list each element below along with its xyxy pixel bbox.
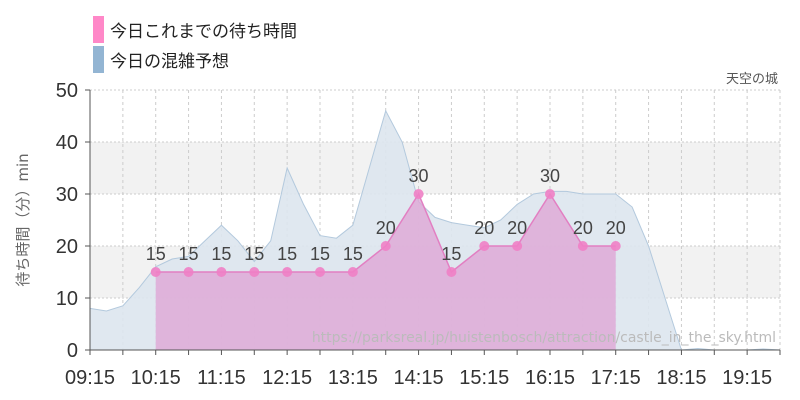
data-point — [249, 267, 260, 277]
data-point — [479, 241, 490, 251]
legend-label-actual: 今日これまでの待ち時間 — [110, 21, 297, 42]
data-point — [577, 241, 588, 251]
x-tick-label: 10:15 — [131, 367, 181, 389]
legend-label-forecast: 今日の混雑予想 — [110, 51, 229, 72]
data-label: 30 — [540, 166, 560, 186]
x-tick-label: 18:15 — [656, 367, 706, 389]
data-label: 15 — [310, 244, 330, 264]
data-label: 20 — [376, 218, 396, 238]
actual-area — [155, 194, 616, 350]
y-tick-label: 0 — [67, 340, 78, 362]
legend: 今日これまでの待ち時間 今日の混雑予想 — [93, 14, 297, 74]
data-label: 15 — [146, 244, 166, 264]
x-tick-label: 17:15 — [591, 367, 641, 389]
data-label: 15 — [244, 244, 264, 264]
y-tick-label: 50 — [56, 80, 78, 102]
data-point — [315, 267, 325, 277]
data-point — [446, 267, 457, 277]
source-url: https://parksreal.jp/huistenbosch/attrac… — [312, 330, 776, 346]
y-tick-label: 30 — [56, 184, 78, 206]
data-label: 20 — [507, 218, 527, 238]
forecast-line — [89, 109, 781, 351]
x-tick-label: 19:15 — [722, 367, 772, 389]
data-point — [380, 241, 391, 251]
data-label: 15 — [179, 244, 199, 264]
x-tick-label: 14:15 — [394, 367, 444, 389]
data-label: 20 — [474, 218, 494, 238]
data-point — [512, 241, 523, 251]
data-point — [413, 189, 424, 199]
data-label: 20 — [606, 218, 626, 238]
y-tick-label: 40 — [56, 132, 78, 154]
x-tick-label: 09:15 — [65, 367, 115, 389]
data-label: 15 — [211, 244, 231, 264]
x-tick-label: 12:15 — [262, 367, 312, 389]
y-tick-labels: 0 10 20 30 40 50 — [56, 80, 90, 362]
data-point — [150, 267, 161, 277]
y-axis-label: 待ち時間（分）min — [14, 153, 32, 286]
data-label: 15 — [277, 244, 297, 264]
data-label: 15 — [343, 244, 363, 264]
data-label: 15 — [441, 244, 461, 264]
data-label: 20 — [573, 218, 593, 238]
data-point — [347, 267, 358, 277]
data-point — [183, 267, 194, 277]
x-tick-label: 16:15 — [525, 367, 575, 389]
legend-swatch-forecast — [93, 45, 104, 73]
legend-item-forecast[interactable]: 今日の混雑予想 — [93, 44, 297, 74]
x-tick-label: 11:15 — [197, 367, 246, 389]
attraction-name: 天空の城 — [726, 72, 778, 87]
y-tick-label: 10 — [56, 288, 78, 310]
data-point — [610, 241, 621, 251]
data-point — [545, 189, 555, 199]
legend-item-actual[interactable]: 今日これまでの待ち時間 — [93, 14, 297, 44]
data-label: 30 — [409, 166, 429, 186]
data-point — [216, 267, 227, 277]
actual-series: 15 15 15 15 15 15 15 20 30 15 20 20 30 20 20 — [146, 166, 626, 350]
axes — [89, 90, 780, 351]
x-tick-labels: 09:15 10:15 11:15 12:15 13:15 14:15 15:15 16:15… — [65, 350, 781, 389]
legend-swatch-actual — [93, 15, 104, 43]
y-tick-label: 20 — [56, 236, 78, 258]
x-tick-label: 13:15 — [328, 367, 378, 389]
grid-band — [90, 142, 780, 194]
data-point — [282, 267, 293, 277]
x-tick-label: 15:15 — [459, 367, 509, 389]
